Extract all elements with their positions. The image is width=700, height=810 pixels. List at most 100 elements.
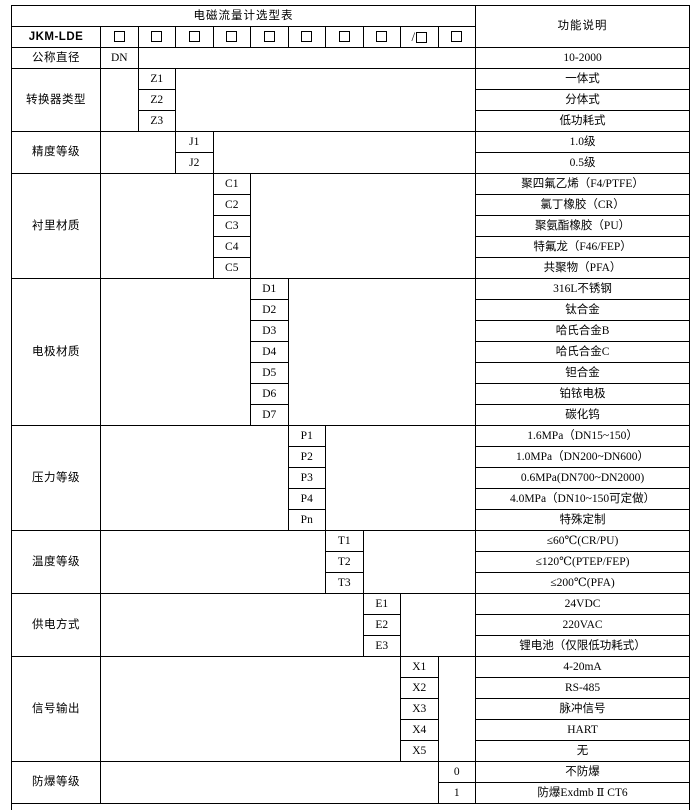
code-cell-1[interactable]: 1	[437, 782, 477, 804]
code-cell-J1[interactable]: J1	[175, 131, 214, 153]
group-label-8: 供电方式	[11, 593, 101, 657]
code-cell-E2[interactable]: E2	[362, 614, 401, 636]
code-cell-Z2[interactable]: Z2	[137, 89, 176, 111]
code-cell-E1[interactable]: E1	[362, 593, 401, 615]
code-box-7[interactable]	[325, 26, 364, 48]
table-row: 压力等级 P1 1.6MPa（DN15~150）	[11, 425, 691, 531]
code-box-4[interactable]	[212, 26, 251, 48]
code-box-9[interactable]: /	[400, 26, 439, 48]
example-row: 选型实例:JKM-LDE-50-Z1J1C1D1P1T1E1X10，即为一体式D…	[10, 803, 691, 810]
empty-square-icon	[451, 31, 463, 43]
code-cell-D1[interactable]: D1	[250, 278, 289, 300]
code-cell-C4[interactable]: C4	[212, 236, 251, 258]
description-cell: 锂电池（仅限低功耗式）	[475, 635, 691, 657]
blank-right-6	[324, 425, 477, 531]
function-description-header: 功能说明	[475, 5, 691, 48]
selection-example-text: 选型实例:JKM-LDE-50-Z1J1C1D1P1T1E1X10，即为一体式D…	[10, 803, 691, 810]
description-cell: 0.6MPa(DN700~DN2000)	[475, 467, 691, 489]
description-cell: 特氟龙（F46/FEP）	[475, 236, 691, 258]
code-cell-P4[interactable]: P4	[287, 488, 326, 510]
table-title-row: 电磁流量计选型表 功能说明	[10, 5, 691, 48]
code-cell-D4[interactable]: D4	[250, 341, 289, 363]
code-cell-X4[interactable]: X4	[400, 719, 439, 741]
code-cell-C2[interactable]: C2	[212, 194, 251, 216]
slash-separator: /	[411, 29, 416, 45]
empty-square-icon	[263, 31, 275, 43]
group-label-3: 精度等级	[11, 131, 101, 174]
code-cell-C5[interactable]: C5	[212, 257, 251, 279]
code-cell-DN[interactable]: DN	[100, 47, 139, 69]
code-cell-P3[interactable]: P3	[287, 467, 326, 489]
code-box-5[interactable]	[250, 26, 289, 48]
description-cell: 分体式	[475, 89, 691, 111]
table-row: 电极材质 D1 316L不锈钢	[11, 278, 691, 426]
code-cell-E3[interactable]: E3	[362, 635, 401, 657]
description-cell: 1.6MPa（DN15~150）	[475, 425, 691, 447]
description-cell: 脉冲信号	[475, 698, 691, 720]
description-cell: 24VDC	[475, 593, 691, 615]
code-box-10[interactable]	[437, 26, 477, 48]
table-row: 精度等级 J1 1.0级	[11, 131, 691, 174]
code-cell-D2[interactable]: D2	[250, 299, 289, 321]
code-cell-T3[interactable]: T3	[325, 572, 364, 594]
table-row: 衬里材质 C1 聚四氟乙烯（F4/PTFE）	[11, 173, 691, 279]
code-cell-0[interactable]: 0	[437, 761, 477, 783]
group-label-1: 公称直径	[11, 47, 101, 69]
description-cell: 低功耗式	[475, 110, 691, 132]
description-cell: 4.0MPa（DN10~150可定做）	[475, 488, 691, 510]
description-cell: 不防爆	[475, 761, 691, 783]
table-row: Pn 特殊定制	[12, 509, 691, 531]
blank-left-7	[100, 530, 326, 594]
code-cell-Z1[interactable]: Z1	[137, 68, 176, 90]
code-cell-C3[interactable]: C3	[212, 215, 251, 237]
group-label-6: 压力等级	[11, 425, 101, 531]
code-cell-X5[interactable]: X5	[400, 740, 439, 762]
code-box-6[interactable]	[287, 26, 326, 48]
description-cell: 特殊定制	[475, 509, 691, 531]
group-label-10: 防爆等级	[11, 761, 101, 804]
blank-right-3	[212, 131, 477, 174]
description-cell: 聚四氟乙烯（F4/PTFE）	[475, 173, 691, 195]
code-cell-X2[interactable]: X2	[400, 677, 439, 699]
blank-right-5	[287, 278, 477, 426]
code-cell-P2[interactable]: P2	[287, 446, 326, 468]
code-cell-X3[interactable]: X3	[400, 698, 439, 720]
table-row: X2 RS-485	[12, 677, 691, 699]
code-cell-X1[interactable]: X1	[400, 656, 439, 678]
code-cell-D3[interactable]: D3	[250, 320, 289, 342]
flowmeter-selection-table: 电磁流量计选型表 功能说明 JKM-LDE / 公称直径 DN 10-2000 转换器类型 Z1…	[10, 5, 691, 810]
table-row: 信号输出 X1 4-20mA	[11, 656, 691, 762]
blank-left-8	[100, 593, 364, 657]
blank-left-3	[100, 131, 176, 174]
code-cell-Pn[interactable]: Pn	[287, 509, 326, 531]
code-box-1[interactable]	[100, 26, 139, 48]
code-cell-D6[interactable]: D6	[250, 383, 289, 405]
code-cell-C1[interactable]: C1	[212, 173, 251, 195]
blank-right-8	[399, 593, 477, 657]
description-cell: 0.5级	[475, 152, 691, 174]
code-cell-T1[interactable]: T1	[325, 530, 364, 552]
description-cell: 哈氏合金C	[475, 341, 691, 363]
empty-square-icon	[376, 31, 388, 43]
group-label-2: 转换器类型	[11, 68, 101, 132]
description-cell: 共聚物（PFA）	[475, 257, 691, 279]
code-box-3[interactable]	[175, 26, 214, 48]
code-cell-D5[interactable]: D5	[250, 362, 289, 384]
code-cell-J2[interactable]: J2	[175, 152, 214, 174]
group-label-4: 衬里材质	[11, 173, 101, 279]
code-box-2[interactable]	[137, 26, 176, 48]
description-cell: 聚氨酯橡胶（PU）	[475, 215, 691, 237]
code-cell-D7[interactable]: D7	[250, 404, 289, 426]
description-cell: 4-20mA	[475, 656, 691, 678]
empty-square-icon	[113, 31, 125, 43]
code-cell-P1[interactable]: P1	[287, 425, 326, 447]
code-cell-Z3[interactable]: Z3	[137, 110, 176, 132]
description-cell: 哈氏合金B	[475, 320, 691, 342]
description-cell: HART	[475, 719, 691, 741]
table-row: D2 钛合金	[12, 299, 691, 321]
blank-left-6	[100, 425, 289, 531]
description-cell: ≤60℃(CR/PU)	[475, 530, 691, 552]
description-cell: RS-485	[475, 677, 691, 699]
code-box-8[interactable]	[362, 26, 401, 48]
code-cell-T2[interactable]: T2	[325, 551, 364, 573]
